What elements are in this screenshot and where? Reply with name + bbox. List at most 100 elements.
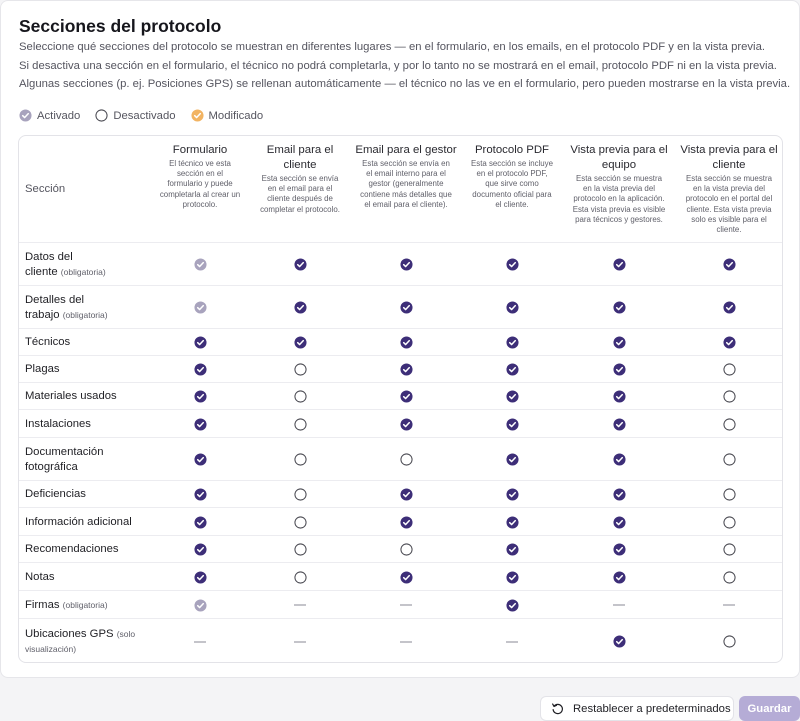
column-description-line: documento oficial para [472, 189, 552, 199]
legend-modified-label: Modificado [208, 109, 264, 122]
enabled-check-icon[interactable] [193, 453, 207, 467]
row-label-line: cliente (obligatoria) [25, 265, 106, 280]
disabled-circle-icon[interactable] [722, 570, 736, 584]
enabled-check-icon[interactable] [399, 417, 413, 431]
enabled-check-icon[interactable] [722, 301, 736, 315]
enabled-check-icon[interactable] [193, 390, 207, 404]
save-button[interactable]: Guardar [739, 696, 800, 721]
enabled-check-icon[interactable] [193, 515, 207, 529]
enabled-check-icon[interactable] [722, 336, 736, 350]
disabled-circle-icon[interactable] [293, 570, 307, 584]
enabled-check-icon[interactable] [505, 336, 519, 350]
enabled-check-icon[interactable] [612, 390, 626, 404]
enabled-check-icon[interactable] [399, 258, 413, 272]
enabled-check-icon[interactable] [505, 390, 519, 404]
disabled-circle-icon[interactable] [722, 488, 736, 502]
enabled-check-icon[interactable] [193, 363, 207, 377]
enabled-check-icon[interactable] [193, 336, 207, 350]
disabled-circle-icon[interactable] [399, 543, 413, 557]
disabled-circle-icon[interactable] [722, 635, 736, 649]
row-label: Deficiencias [25, 487, 86, 502]
enabled-check-icon[interactable] [612, 570, 626, 584]
disabled-circle-icon[interactable] [722, 453, 736, 467]
enabled-check-icon[interactable] [193, 417, 207, 431]
enabled-check-icon[interactable] [399, 336, 413, 350]
row-label-text: Técnicos [25, 336, 71, 348]
enabled-check-icon[interactable] [612, 488, 626, 502]
enabled-check-icon[interactable] [612, 515, 626, 529]
disabled-circle-icon[interactable] [722, 515, 736, 529]
row-label: Información adicional [25, 515, 132, 530]
column-description: El técnico ve esta sección en el formulari… [150, 159, 250, 210]
enabled-check-icon[interactable] [505, 543, 519, 557]
column-description-line: que sirve como [485, 179, 539, 189]
enabled-check-icon[interactable] [293, 336, 307, 350]
disabled-circle-icon[interactable] [722, 417, 736, 431]
column-description-line: completarla al crear un [159, 189, 241, 199]
disabled-circle-icon[interactable] [722, 390, 736, 404]
row-label: Ubicaciones GPS (solo visualización) [25, 627, 135, 657]
disabled-circle-icon[interactable] [722, 543, 736, 557]
reset-defaults-button[interactable]: Restablecer a predeterminados [540, 696, 734, 721]
enabled-check-icon[interactable] [612, 635, 626, 649]
enabled-check-icon[interactable] [612, 363, 626, 377]
column-description: Esta sección se muestra en la vista previ… [564, 174, 674, 225]
enabled-check-icon[interactable] [505, 453, 519, 467]
disabled-circle-icon[interactable] [293, 390, 307, 404]
enabled-check-icon[interactable] [505, 258, 519, 272]
row-label-note: (obligatoria) [62, 310, 108, 320]
disabled-circle-icon[interactable] [293, 453, 307, 467]
enabled-check-icon[interactable] [505, 488, 519, 502]
column-header-3: Email para el gestor Esta sección se enví… [352, 143, 460, 210]
legend-enabled-label: Activado [37, 109, 81, 122]
description-line-3: Algunas secciones (p. ej. Posiciones GPS… [19, 78, 791, 90]
enabled-check-icon[interactable] [612, 543, 626, 557]
disabled-circle-icon[interactable] [399, 453, 413, 467]
enabled-check-icon[interactable] [505, 598, 519, 612]
enabled-check-icon[interactable] [612, 453, 626, 467]
enabled-check-icon[interactable] [399, 488, 413, 502]
enabled-check-icon[interactable] [193, 488, 207, 502]
enabled-check-icon[interactable] [399, 570, 413, 584]
disabled-circle-icon[interactable] [293, 488, 307, 502]
enabled-check-icon[interactable] [293, 301, 307, 315]
enabled-check-icon[interactable] [505, 301, 519, 315]
disabled-circle-icon[interactable] [722, 363, 736, 377]
column-description-line: el cliente. [495, 199, 529, 209]
enabled-check-icon[interactable] [399, 363, 413, 377]
column-description-line: cliente. [716, 225, 742, 235]
column-description-line: Esta sección se envía [261, 174, 339, 183]
column-description-line: en la vista previa del [583, 184, 655, 194]
column-description-line: cliente. Esta vista previa [686, 204, 772, 214]
column-description-line: Esta sección se incluye [470, 159, 553, 168]
enabled-check-icon[interactable] [399, 515, 413, 529]
locked-check-icon [193, 598, 207, 612]
disabled-circle-icon[interactable] [293, 363, 307, 377]
disabled-circle-icon[interactable] [293, 417, 307, 431]
enabled-check-icon[interactable] [193, 570, 207, 584]
enabled-check-icon[interactable] [505, 570, 519, 584]
row-label-text: Deficiencias [25, 488, 86, 500]
disabled-circle-icon[interactable] [293, 543, 307, 557]
row-label: Firmas (obligatoria) [25, 598, 108, 613]
enabled-check-icon[interactable] [612, 301, 626, 315]
row-label-line: Información adicional [25, 515, 132, 530]
enabled-check-icon[interactable] [293, 258, 307, 272]
enabled-check-icon[interactable] [193, 543, 207, 557]
column-title-line: equipo [601, 159, 637, 171]
column-description-line: el email interno para el [366, 169, 446, 179]
enabled-check-icon[interactable] [612, 417, 626, 431]
enabled-check-icon[interactable] [399, 390, 413, 404]
disabled-circle-icon[interactable] [293, 515, 307, 529]
enabled-check-icon[interactable] [612, 258, 626, 272]
locked-check-icon [193, 258, 207, 272]
table-row: Deficiencias [19, 481, 782, 508]
row-label-text: Instalaciones [25, 418, 91, 430]
column-header-2: Email para el cliente Esta sección se enví… [250, 143, 350, 215]
enabled-check-icon[interactable] [612, 336, 626, 350]
enabled-check-icon[interactable] [399, 301, 413, 315]
enabled-check-icon[interactable] [505, 515, 519, 529]
enabled-check-icon[interactable] [505, 417, 519, 431]
enabled-check-icon[interactable] [505, 363, 519, 377]
enabled-check-icon[interactable] [722, 258, 736, 272]
